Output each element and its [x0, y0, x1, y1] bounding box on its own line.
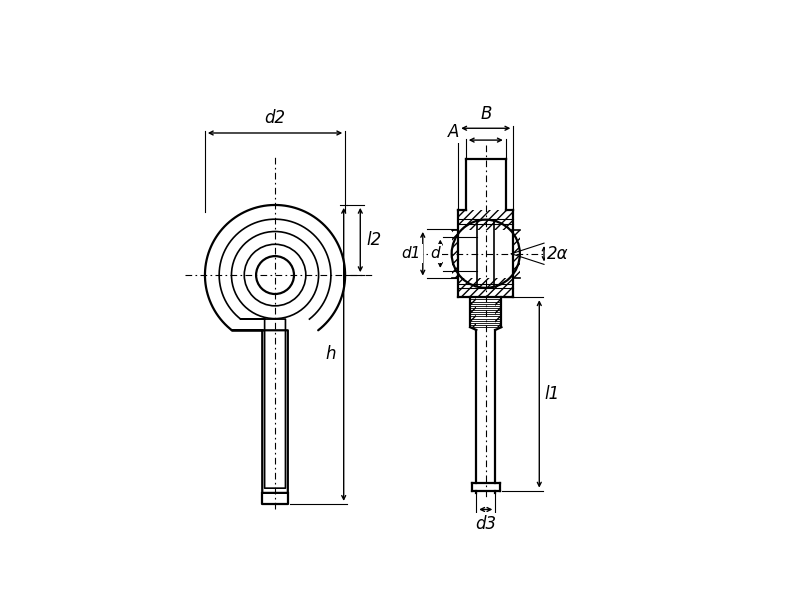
Text: B: B — [480, 105, 491, 123]
Text: l2: l2 — [367, 231, 382, 249]
Bar — [458, 210, 514, 229]
Text: 2α: 2α — [547, 245, 569, 263]
Bar — [514, 229, 520, 278]
Text: d: d — [430, 246, 439, 261]
Bar — [470, 297, 476, 327]
Bar — [458, 278, 514, 297]
Text: d2: d2 — [265, 109, 286, 127]
Bar — [495, 297, 502, 327]
Text: d1: d1 — [402, 246, 421, 261]
Bar — [452, 229, 458, 278]
Text: l1: l1 — [545, 385, 560, 403]
Text: A: A — [447, 122, 458, 141]
Text: d3: d3 — [475, 515, 496, 533]
Text: h: h — [325, 346, 336, 363]
